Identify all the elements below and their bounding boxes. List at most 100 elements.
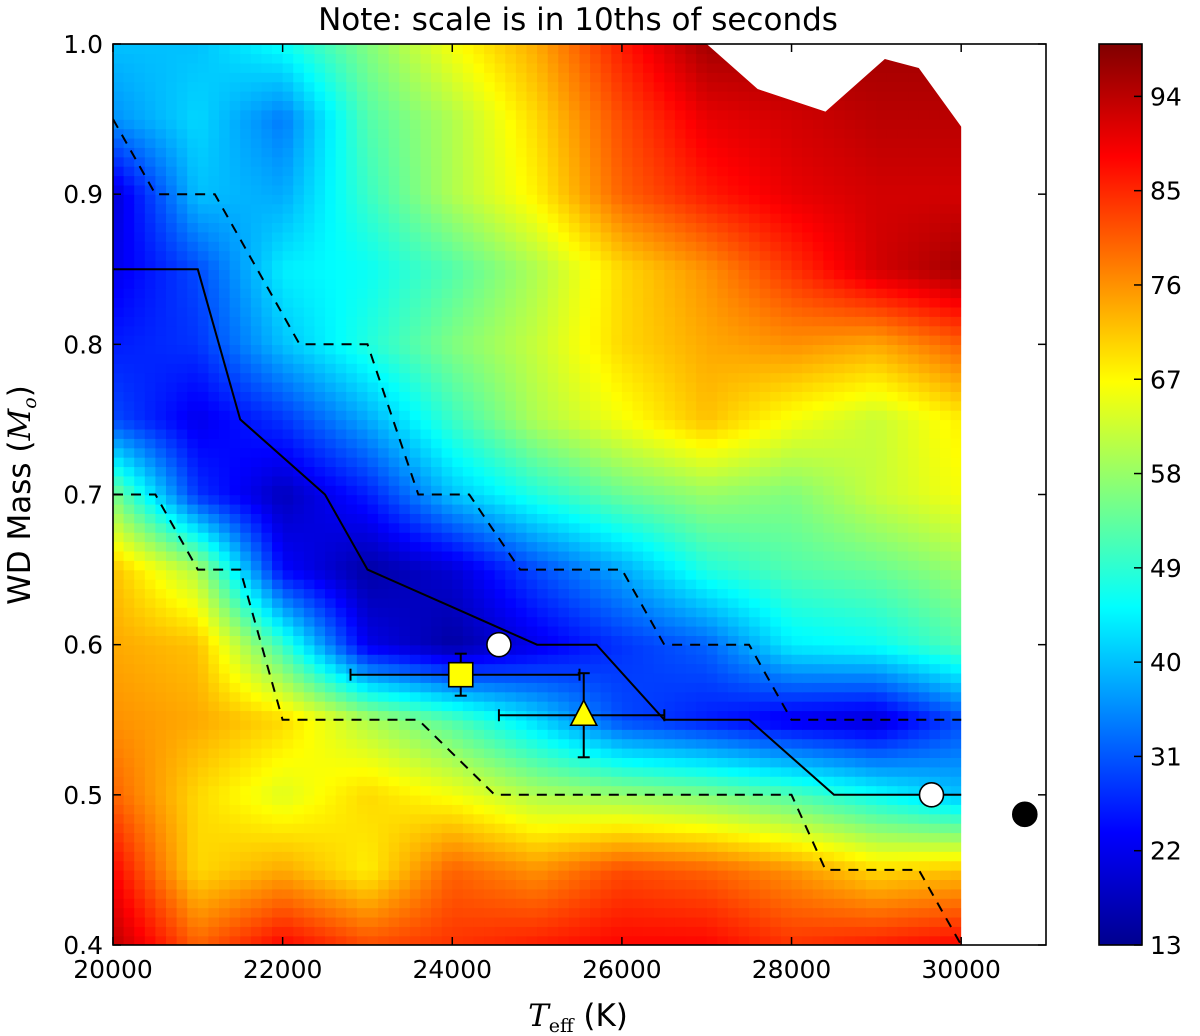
heatmap-cell — [643, 522, 655, 533]
heatmap-cell — [802, 503, 814, 514]
heatmap-cell — [293, 597, 305, 608]
heatmap-cell — [685, 569, 697, 580]
heatmap-cell — [770, 428, 782, 439]
heatmap-cell — [780, 625, 793, 636]
heatmap-cell — [939, 560, 952, 571]
heatmap-cell — [833, 841, 846, 852]
heatmap-cell — [272, 907, 284, 918]
heatmap-cell — [388, 560, 400, 571]
heatmap-cell — [219, 475, 231, 486]
heatmap-cell — [844, 907, 856, 918]
heatmap-cell — [590, 466, 602, 477]
heatmap-cell — [770, 841, 782, 852]
heatmap-cell — [399, 569, 411, 580]
heatmap-cell — [621, 475, 634, 486]
heatmap-cell — [537, 672, 549, 683]
heatmap-cell — [409, 691, 422, 702]
heatmap-cell — [823, 700, 835, 712]
heatmap-cell — [335, 644, 347, 655]
heatmap-cell — [621, 813, 634, 824]
heatmap-cell — [473, 438, 485, 449]
heatmap-cell — [643, 654, 655, 665]
heatmap-cell — [250, 560, 263, 571]
heatmap-cell — [749, 672, 761, 683]
heatmap-cell — [802, 654, 814, 665]
heatmap-cell — [187, 475, 199, 486]
heatmap-cell — [611, 757, 623, 768]
heatmap-cell — [590, 597, 602, 608]
heatmap-cell — [515, 682, 528, 693]
heatmap-cell — [208, 710, 220, 721]
heatmap-cell — [844, 700, 856, 712]
heatmap-cell — [939, 794, 952, 805]
heatmap-cell — [855, 607, 867, 618]
heatmap-cell — [537, 635, 549, 646]
heatmap-cell — [929, 738, 941, 749]
heatmap-cell — [388, 879, 400, 890]
heatmap-cell — [356, 616, 369, 627]
heatmap-cell — [823, 907, 835, 918]
heatmap-cell — [537, 822, 549, 834]
heatmap-cell — [123, 672, 135, 683]
heatmap-cell — [335, 757, 347, 768]
heatmap-cell — [272, 494, 284, 505]
heatmap-cell — [706, 663, 719, 674]
heatmap-cell — [441, 607, 453, 618]
heatmap-cell — [187, 419, 199, 430]
heatmap-cell — [187, 616, 199, 627]
heatmap-cell — [388, 410, 400, 421]
heatmap-cell — [653, 776, 666, 787]
heatmap-cell — [250, 729, 263, 740]
heatmap-cell — [346, 785, 358, 796]
heatmap-cell — [749, 475, 761, 486]
heatmap-cell — [155, 813, 167, 824]
heatmap-cell — [802, 588, 814, 599]
heatmap-cell — [197, 813, 210, 824]
heatmap-cell — [579, 672, 591, 683]
heatmap-cell — [113, 428, 125, 439]
heatmap-cell — [780, 700, 793, 712]
heatmap-cell — [908, 841, 920, 852]
heatmap-cell — [643, 466, 655, 477]
heatmap-cell — [780, 550, 793, 561]
heatmap-cell — [611, 503, 623, 514]
heatmap-cell — [272, 466, 284, 477]
heatmap-cell — [526, 851, 538, 862]
heatmap-cell — [950, 747, 962, 758]
heatmap-cell — [229, 757, 241, 768]
heatmap-cell — [378, 682, 390, 693]
heatmap-cell — [717, 410, 729, 421]
heatmap-cell — [674, 898, 687, 909]
heatmap-cell — [812, 607, 825, 618]
heatmap-cell — [579, 757, 591, 768]
heatmap-cell — [770, 635, 782, 646]
heatmap-cell — [155, 550, 167, 561]
heatmap-cell — [590, 578, 602, 590]
heatmap-cell — [293, 353, 305, 364]
heatmap-cell — [505, 503, 517, 514]
heatmap-cell — [568, 794, 581, 805]
heatmap-cell — [833, 813, 846, 824]
heatmap-cell — [314, 813, 326, 824]
heatmap-cell — [314, 513, 326, 524]
heatmap-cell — [515, 428, 528, 439]
heatmap-cell — [727, 438, 740, 449]
heatmap-cell — [833, 372, 846, 383]
heatmap-cell — [727, 400, 740, 411]
heatmap-cell — [494, 466, 506, 477]
heatmap-cell — [621, 485, 634, 496]
heatmap-cell — [802, 832, 814, 843]
heatmap-cell — [844, 532, 856, 543]
heatmap-cell — [134, 710, 146, 721]
heatmap-cell — [632, 438, 644, 449]
heatmap-cell — [494, 419, 506, 430]
heatmap-cell — [473, 757, 485, 768]
heatmap-cell — [505, 700, 517, 712]
heatmap-cell — [833, 766, 846, 777]
heatmap-cell — [706, 588, 719, 599]
heatmap-cell — [558, 700, 570, 712]
heatmap-cell — [261, 353, 273, 364]
heatmap-cell — [399, 841, 411, 852]
heatmap-cell — [378, 475, 390, 486]
heatmap-cell — [918, 513, 931, 524]
